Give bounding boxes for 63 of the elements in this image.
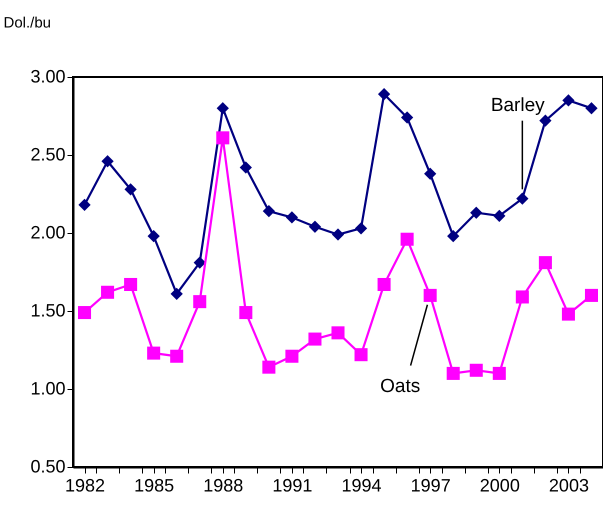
point	[262, 360, 276, 374]
point	[516, 290, 529, 304]
point	[470, 364, 483, 377]
y-tick-label: 1.00	[30, 378, 66, 398]
point	[446, 366, 460, 380]
point	[470, 206, 482, 219]
point	[286, 211, 298, 224]
point	[239, 306, 252, 320]
point	[378, 88, 390, 100]
point	[170, 288, 183, 300]
point	[216, 131, 230, 144]
point	[332, 228, 344, 241]
point	[493, 210, 506, 222]
y-axis-title: Dol./bu	[4, 14, 52, 32]
point	[562, 94, 575, 107]
point	[516, 192, 528, 205]
y-tick-label: 2.50	[30, 144, 66, 164]
y-tick-label: 1.50	[30, 300, 66, 320]
x-tick-label: 1988	[203, 476, 244, 496]
point	[240, 161, 252, 174]
point	[585, 102, 598, 114]
x-tick-label: 1991	[272, 476, 312, 496]
series-label: Oats	[380, 376, 420, 397]
point	[562, 308, 575, 321]
point	[538, 256, 552, 270]
point	[216, 102, 229, 114]
x-tick-label: 1982	[65, 476, 106, 496]
point	[424, 288, 437, 302]
point	[401, 111, 414, 124]
point	[308, 220, 322, 233]
point	[308, 332, 322, 346]
point	[331, 326, 345, 340]
point	[354, 222, 368, 234]
point	[101, 286, 114, 299]
point	[424, 168, 436, 180]
y-tick-label: 3.00	[30, 66, 66, 86]
point	[285, 350, 298, 363]
point	[101, 155, 114, 168]
x-tick-label: 2000	[480, 476, 520, 496]
point	[447, 230, 460, 242]
point	[193, 295, 206, 308]
point	[124, 278, 138, 291]
x-tick-label: 2003	[548, 476, 589, 496]
point	[194, 256, 206, 269]
point	[147, 346, 160, 360]
point	[262, 205, 275, 218]
x-tick-label: 1994	[342, 476, 382, 496]
point	[354, 348, 368, 362]
point	[492, 366, 506, 380]
point	[124, 183, 137, 196]
point	[78, 306, 92, 320]
x-tick-label: 1985	[134, 476, 174, 496]
point	[378, 278, 391, 291]
series-label: Barley	[490, 95, 546, 116]
point	[170, 350, 184, 363]
x-tick-label: 1997	[410, 476, 451, 496]
y-tick-label: 0.50	[30, 456, 66, 476]
point	[539, 114, 552, 127]
point	[400, 232, 414, 246]
y-tick-label: 2.00	[30, 222, 66, 242]
point	[584, 288, 598, 302]
point	[78, 198, 91, 212]
point	[148, 230, 160, 242]
